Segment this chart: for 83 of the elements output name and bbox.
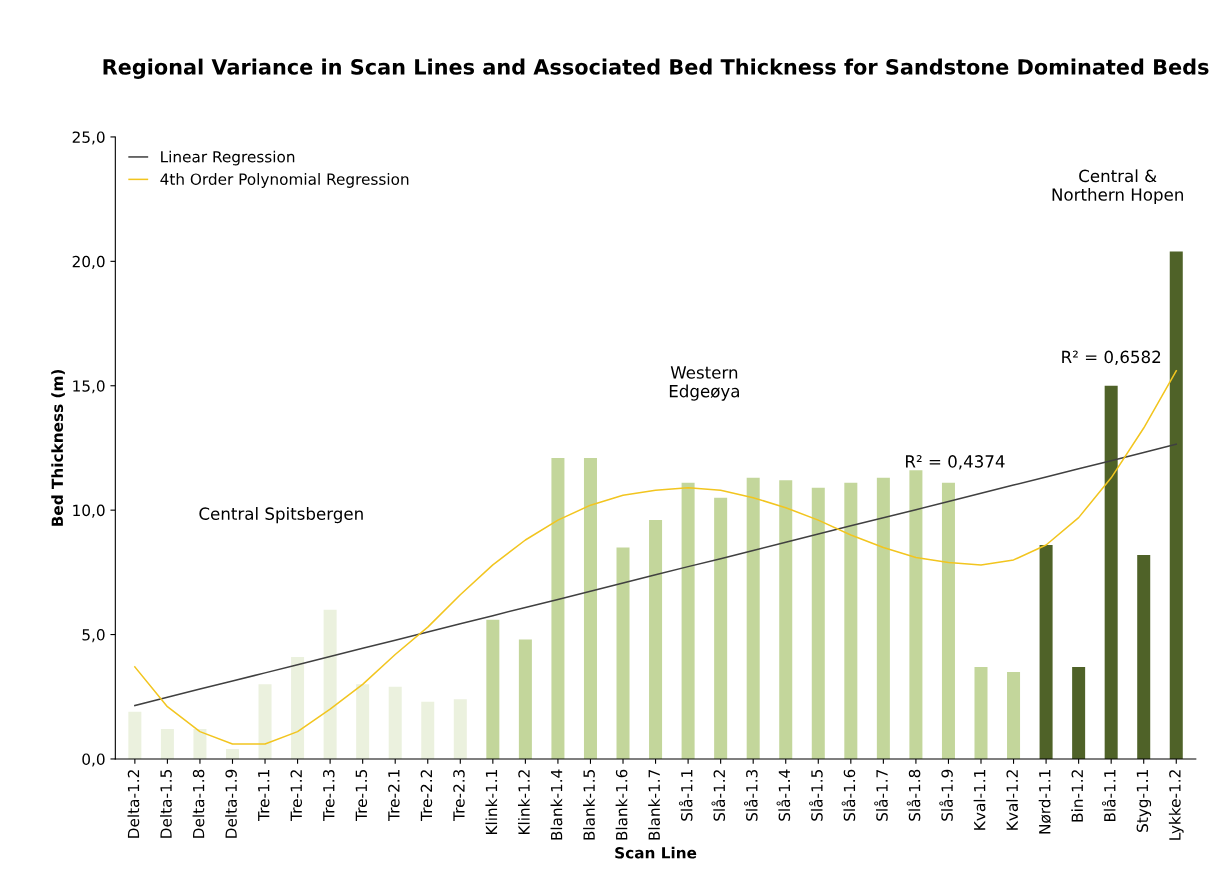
x-tick-label: Delta-1.8 — [192, 769, 205, 838]
bar — [291, 656, 305, 759]
bar — [1072, 666, 1086, 759]
x-tick-label: Styg-1.1 — [1136, 770, 1152, 832]
x-tick-label: Klink-1.2 — [517, 770, 530, 835]
bar — [1007, 671, 1021, 759]
bar — [974, 666, 988, 759]
x-tick-label: Blå-1.1 — [1101, 770, 1116, 822]
bar — [844, 482, 858, 759]
bar — [1169, 251, 1183, 759]
legend-label: Linear Regression — [161, 150, 295, 166]
y-tick-label: 5,0 — [82, 629, 105, 643]
annotation: R² = 0,6582 — [1062, 350, 1161, 365]
x-tick-label: Klink-1.1 — [485, 770, 498, 835]
x-tick-label: Tre-1.3 — [323, 769, 335, 821]
x-tick-label: Slå-1.8 — [906, 769, 921, 821]
bar — [258, 684, 272, 759]
bar — [746, 477, 760, 759]
x-tick-label: Nørd-1.1 — [1038, 770, 1052, 834]
x-tick-label: Tre-2.2 — [420, 770, 433, 821]
bar — [323, 609, 337, 759]
x-tick-label: Slå-1.2 — [711, 770, 726, 821]
x-tick-label: Slå-1.6 — [841, 769, 856, 821]
x-tick-label: Tre-2.1 — [388, 770, 400, 821]
bar — [616, 547, 630, 759]
bar — [1137, 554, 1151, 759]
bar — [1104, 385, 1118, 759]
bar — [193, 729, 207, 759]
x-tick-label: Blank-1.6 — [615, 769, 628, 840]
bar — [583, 457, 597, 759]
bar — [876, 477, 890, 759]
x-tick-label: Blank-1.5 — [583, 770, 595, 840]
x-tick-label: Blank-1.4 — [550, 769, 563, 840]
bar — [941, 482, 955, 759]
bar — [128, 711, 142, 759]
x-tick-label: Delta-1.9 — [225, 769, 237, 838]
x-tick-label: Slå-1.5 — [809, 770, 823, 821]
bar — [518, 639, 532, 759]
bar — [486, 619, 500, 759]
y-tick-label: 10,0 — [73, 504, 105, 518]
bar — [388, 686, 402, 759]
bar — [909, 470, 923, 759]
chart-title: Regional Variance in Scan Lines and Associated Bed Thickness for Sandstone Dominated Beds — [103, 58, 1209, 79]
annotation: Central Spitsbergen — [199, 507, 363, 524]
x-axis-title: Scan Line — [615, 846, 697, 859]
y-axis-title: Bed Thickness (m) — [51, 369, 65, 526]
x-tick-label: Tre-2.3 — [453, 769, 465, 821]
x-tick-label: Delta-1.5 — [160, 770, 172, 838]
y-tick-label: 20,0 — [72, 255, 105, 269]
bar — [356, 684, 370, 759]
bar — [453, 699, 467, 759]
annotation: Central & Northern Hopen — [1052, 169, 1183, 205]
bar — [551, 457, 565, 759]
bar — [714, 497, 728, 759]
bar — [160, 729, 174, 759]
x-tick-label: Tre-1.2 — [290, 770, 303, 821]
x-tick-label: Slå-1.3 — [743, 769, 758, 821]
legend-label: 4th Order Polynomial Regression — [160, 173, 409, 188]
bar — [811, 487, 825, 759]
x-tick-label: Lykke-1.2 — [1168, 770, 1184, 840]
bar — [681, 482, 695, 759]
y-tick-label: 0,0 — [82, 753, 105, 767]
x-tick-label: Bin-1.2 — [1071, 770, 1083, 822]
annotation: R² = 0,4374 — [906, 455, 1005, 470]
line-series — [134, 443, 1178, 707]
y-tick-label: 25,0 — [72, 131, 105, 145]
bar — [421, 701, 435, 759]
x-tick-label: Slå-1.7 — [874, 769, 888, 821]
bar — [779, 480, 793, 759]
bar — [649, 520, 663, 759]
x-tick-label: Slå-1.9 — [939, 769, 953, 821]
x-tick-label: Tre-1.1 — [258, 770, 270, 821]
x-tick-label: Slå-1.1 — [678, 770, 693, 821]
x-tick-label: Kval-1.2 — [1006, 770, 1018, 830]
x-tick-label: Delta-1.2 — [127, 770, 140, 838]
x-tick-label: Blank-1.7 — [648, 769, 660, 840]
bar — [225, 749, 239, 759]
x-tick-label: Slå-1.4 — [776, 769, 791, 821]
y-tick-label: 15,0 — [73, 380, 105, 394]
x-tick-label: Kval-1.1 — [973, 770, 986, 830]
annotation: Western Edgeøya — [669, 366, 739, 401]
bar — [1039, 544, 1053, 759]
x-tick-label: Tre-1.5 — [355, 770, 368, 821]
